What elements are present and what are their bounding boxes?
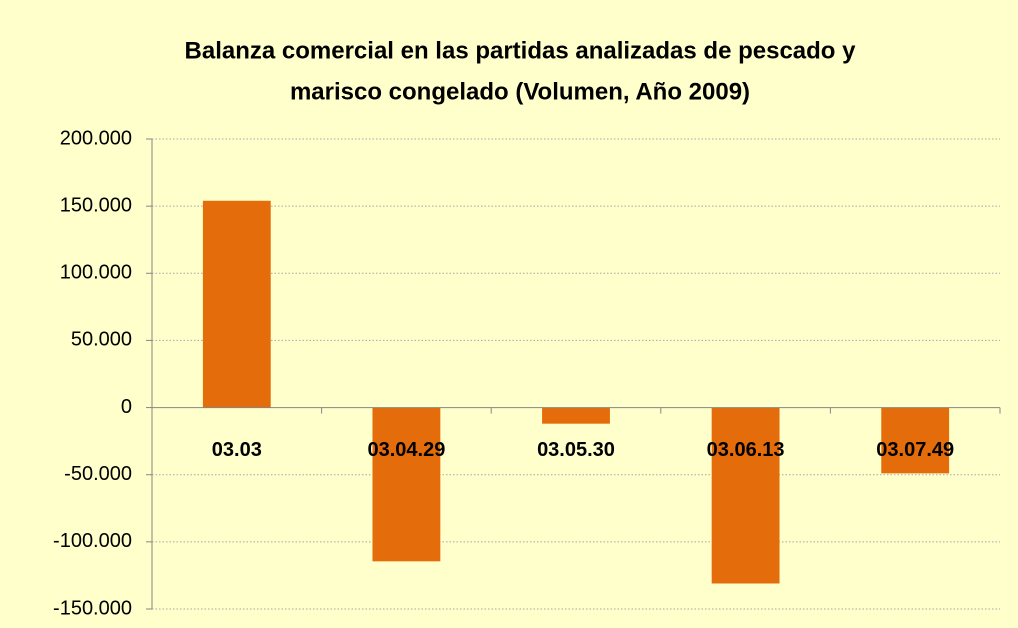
- x-tick-label: 03.05.30: [537, 439, 615, 461]
- bar: [711, 407, 780, 584]
- x-tick-label: 03.04.29: [367, 439, 445, 461]
- y-tick-label: 0: [121, 396, 132, 418]
- bar: [542, 407, 610, 424]
- y-tick-label: -100.000: [53, 530, 132, 552]
- y-tick-label: 200.000: [60, 127, 132, 149]
- y-tick-label: 50.000: [71, 329, 132, 351]
- y-tick-label: 100.000: [60, 262, 132, 284]
- bar: [881, 407, 950, 474]
- x-tick-label: 03.07.49: [876, 439, 954, 461]
- y-tick-label: -150.000: [53, 597, 132, 619]
- chart-title: Balanza comercial en las partidas analiz…: [185, 37, 857, 64]
- y-tick-label: 150.000: [60, 194, 132, 216]
- chart-title: marisco congelado (Volumen, Año 2009): [290, 78, 750, 105]
- x-tick-label: 03.03: [212, 439, 262, 461]
- y-tick-label: -50.000: [64, 463, 132, 485]
- bar: [372, 407, 441, 562]
- bar: [202, 200, 271, 408]
- x-tick-label: 03.06.13: [707, 439, 785, 461]
